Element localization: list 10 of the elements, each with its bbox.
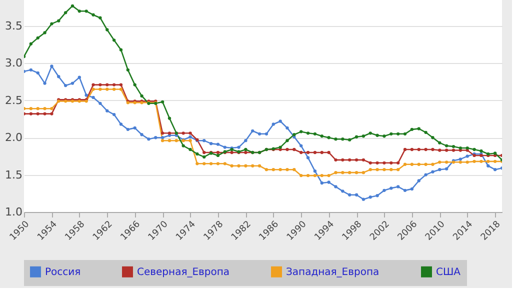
y-tick-label: 3.0 bbox=[5, 56, 22, 70]
y-tick-label: 1.5 bbox=[5, 168, 22, 182]
y-tick-label: 3.5 bbox=[5, 20, 22, 33]
legend-label: Западная_Европа bbox=[286, 266, 380, 278]
legend-label: США bbox=[436, 266, 461, 278]
y-tick-label: 1.0 bbox=[5, 206, 22, 218]
legend-label: Россия bbox=[45, 266, 81, 278]
y-tick-label: 2.0 bbox=[5, 131, 22, 144]
y-tick-label: 2.5 bbox=[5, 94, 22, 107]
legend-label: Северная_Европа bbox=[137, 266, 230, 278]
